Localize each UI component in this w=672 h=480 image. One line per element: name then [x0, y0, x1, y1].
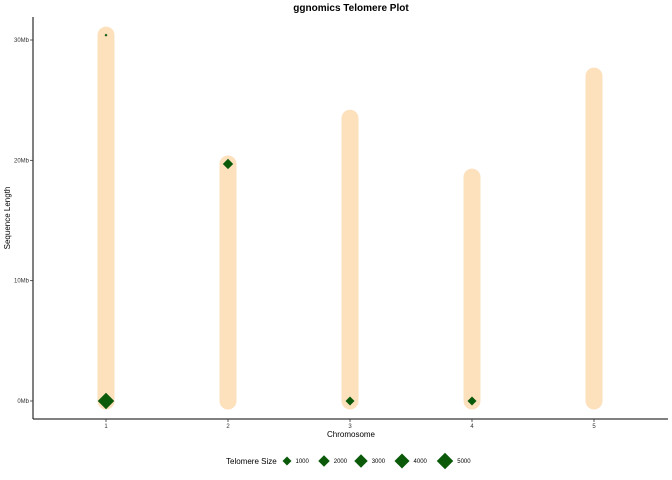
- x-axis-ticks: 1 2 3 4 5: [104, 419, 596, 430]
- x-tick-label: 4: [470, 424, 474, 430]
- telomere-point-4: [345, 396, 355, 406]
- y-tick-label: 30Mb: [14, 38, 30, 44]
- x-tick-label: 2: [226, 424, 230, 430]
- chromosome-bar-4: [463, 168, 481, 410]
- legend-label-1000: 1000: [296, 459, 310, 465]
- y-tick-label: 0Mb: [17, 399, 29, 405]
- y-tick-label: 10Mb: [14, 279, 30, 285]
- telomere-points: [97, 33, 477, 410]
- legend-label-5000: 5000: [457, 459, 471, 465]
- y-tick-label: 20Mb: [14, 158, 30, 164]
- telomere-point-1: [97, 392, 115, 410]
- legend: Telomere Size 1000 2000 3000 4000 5000: [226, 452, 471, 470]
- legend-key-2000: [318, 455, 330, 467]
- x-axis-title: Chromosome: [327, 430, 376, 439]
- x-tick-label: 3: [348, 424, 352, 430]
- chromosome-bar-3: [341, 109, 359, 410]
- legend-items: 1000 2000 3000 4000 5000: [282, 452, 471, 470]
- legend-label-2000: 2000: [334, 459, 348, 465]
- telomere-point-5: [467, 396, 477, 406]
- legend-key-4000: [394, 453, 410, 469]
- legend-key-5000: [436, 452, 454, 470]
- telomere-point-3: [222, 158, 234, 170]
- chromosome-bar-2: [219, 155, 237, 410]
- legend-label-4000: 4000: [414, 459, 428, 465]
- chart-title: ggnomics Telomere Plot: [293, 3, 409, 14]
- legend-key-3000: [354, 454, 368, 468]
- chromosome-bar-1: [97, 26, 115, 410]
- chromosome-bars: [97, 26, 603, 410]
- legend-label-3000: 3000: [372, 459, 386, 465]
- legend-title: Telomere Size: [226, 457, 277, 466]
- legend-key-1000: [282, 456, 292, 466]
- telomere-point-2: [104, 33, 108, 37]
- x-tick-label: 1: [104, 424, 108, 430]
- y-axis-title: Sequence Length: [3, 187, 12, 250]
- x-tick-label: 5: [592, 424, 596, 430]
- chromosome-bar-5: [585, 67, 603, 410]
- y-axis-ticks: 0Mb 10Mb 20Mb 30Mb: [14, 38, 33, 405]
